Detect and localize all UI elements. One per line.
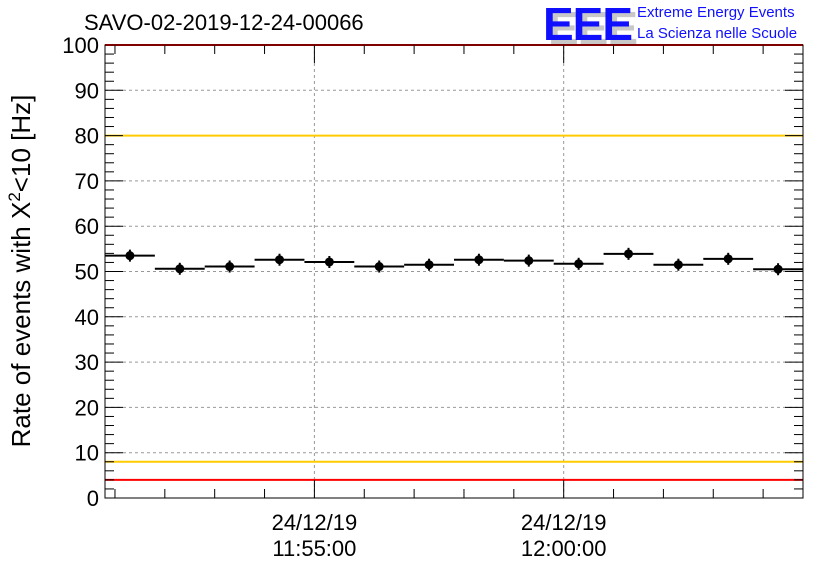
y-tick-label: 50: [75, 260, 99, 285]
y-tick-label: 100: [62, 33, 99, 58]
data-point: [773, 264, 783, 274]
data-point: [424, 260, 434, 270]
data-point: [225, 262, 235, 272]
data-point: [275, 255, 284, 265]
y-tick-label: 80: [75, 124, 99, 149]
eee-logo: EEE: [543, 0, 633, 50]
y-axis-label: Rate of events with X2<10 [Hz]: [5, 95, 36, 448]
x-tick-date: 24/12/19: [521, 510, 607, 535]
y-tick-label: 20: [75, 395, 99, 420]
x-tick-time: 11:55:00: [272, 536, 356, 561]
y-tick-label: 40: [75, 305, 99, 330]
y-tick-label: 30: [75, 350, 99, 375]
data-point: [673, 260, 683, 270]
data-point: [474, 255, 484, 265]
y-tick-label: 90: [75, 78, 99, 103]
data-point: [175, 264, 185, 274]
data-point: [125, 251, 135, 261]
data-point: [624, 249, 633, 259]
y-tick-label: 60: [75, 214, 99, 239]
data-point: [574, 259, 584, 269]
data-point: [324, 257, 334, 267]
logo-line1: Extreme Energy Events: [637, 4, 795, 21]
y-tick-label: 0: [87, 486, 99, 511]
logo-line2: La Scienza nelle Scuole: [637, 25, 798, 42]
x-tick-date: 24/12/19: [272, 510, 358, 535]
y-tick-label: 10: [75, 441, 99, 466]
y-tick-label: 70: [75, 169, 99, 194]
data-point: [524, 256, 534, 266]
x-tick-time: 12:00:00: [521, 536, 607, 561]
chart-title: SAVO-02-2019-12-24-00066: [84, 10, 364, 35]
data-point: [723, 254, 733, 264]
data-point: [374, 262, 384, 272]
